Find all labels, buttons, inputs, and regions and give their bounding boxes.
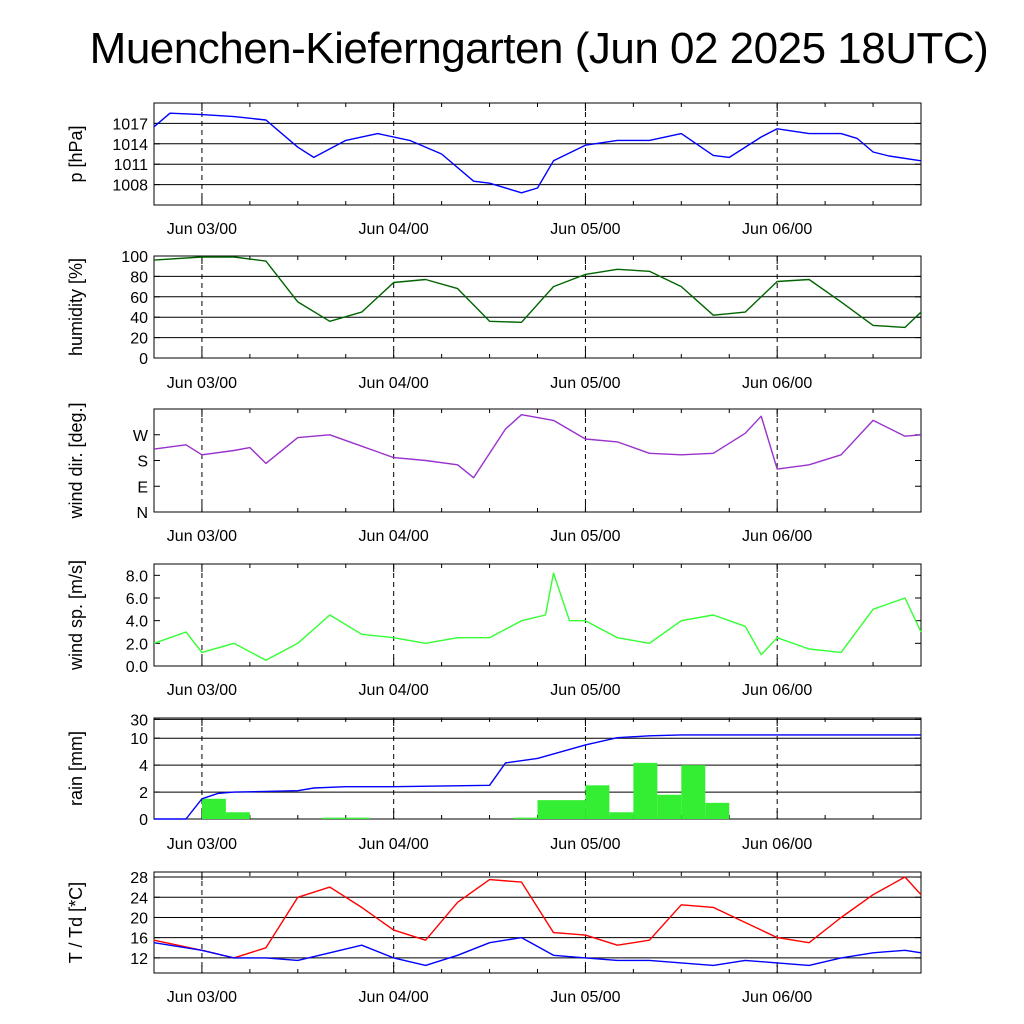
x-date-label: Jun 03/00 [167,221,237,238]
y-tick-label: 80 [130,269,148,286]
x-date-label: Jun 05/00 [550,528,620,545]
y-tick-label: 1017 [112,116,148,133]
y-tick-label: S [137,454,148,471]
y-tick-label: 2.0 [126,636,148,653]
x-date-label: Jun 03/00 [167,989,237,1006]
y-tick-label: 0 [139,812,148,829]
y-axis-label: T / Td [*C] [66,882,86,963]
rain-bar [321,817,346,819]
x-date-label: Jun 05/00 [550,221,620,238]
series-line [153,112,922,194]
x-date-label: Jun 06/00 [742,682,812,699]
x-date-label: Jun 06/00 [742,528,812,545]
rain-bar [201,798,226,819]
y-axis-label: humidity [%] [66,258,86,356]
y-axis-label: wind sp. [m/s] [66,560,86,671]
y-tick-label: 4.0 [126,614,148,631]
y-tick-label: 20 [130,910,148,927]
y-tick-label: 2 [139,785,148,802]
x-date-label: Jun 06/00 [742,375,812,392]
y-tick-label: 20 [130,331,148,348]
y-tick-label: 28 [130,870,148,887]
x-date-label: Jun 03/00 [167,375,237,392]
y-axis-label: rain [mm] [66,731,86,806]
y-tick-label: E [137,479,148,496]
y-tick-label: 60 [130,290,148,307]
y-tick-label: 12 [130,951,148,968]
panel-frame [153,563,922,667]
x-date-label: Jun 06/00 [742,221,812,238]
rain-bar [609,812,634,819]
rain-bar [681,765,706,819]
x-date-label: Jun 03/00 [167,528,237,545]
y-axis-label: p [hPa] [66,125,86,182]
y-tick-label: 1011 [114,157,149,174]
rain-bar [561,800,586,819]
y-tick-label: 4 [139,758,148,775]
rain-bar [657,794,682,819]
series-line [153,256,922,329]
y-tick-label: 24 [130,890,148,907]
y-tick-label: 30 [130,712,148,729]
rain-bar [633,762,658,819]
x-date-label: Jun 06/00 [742,836,812,853]
rain-bar [705,802,730,819]
x-date-label: Jun 04/00 [359,682,429,699]
x-date-label: Jun 04/00 [359,375,429,392]
x-date-label: Jun 03/00 [167,682,237,699]
rain-bar [513,817,538,819]
x-date-label: Jun 04/00 [359,836,429,853]
x-date-label: Jun 05/00 [550,375,620,392]
y-tick-label: N [136,505,148,522]
y-tick-label: 1008 [112,178,148,195]
x-date-label: Jun 04/00 [359,221,429,238]
x-date-label: Jun 04/00 [359,989,429,1006]
y-tick-label: 100 [121,249,148,266]
x-date-label: Jun 06/00 [742,989,812,1006]
y-tick-label: 0.0 [126,659,148,676]
x-date-label: Jun 05/00 [550,682,620,699]
series-line [153,936,922,967]
rain-bar [225,812,250,819]
x-date-label: Jun 04/00 [359,528,429,545]
x-date-label: Jun 05/00 [550,989,620,1006]
rain-bar [585,785,610,819]
x-date-label: Jun 05/00 [550,836,620,853]
y-tick-label: 40 [130,310,148,327]
y-tick-label: 6.0 [126,591,148,608]
series-line [154,734,921,820]
y-tick-label: 1014 [112,137,148,154]
y-tick-label: 16 [130,931,148,948]
series-line [153,572,922,661]
panel-frame [153,102,922,206]
y-tick-label: 10 [130,731,148,748]
y-tick-label: W [133,428,149,445]
y-axis-label: wind dir. [deg.] [66,402,86,519]
chart-title: Muenchen-Kieferngarten (Jun 02 2025 18UT… [89,24,989,73]
x-date-label: Jun 03/00 [167,836,237,853]
series-line [153,876,922,959]
rain-bar [537,800,562,819]
y-tick-label: 0 [139,351,148,368]
y-tick-label: 8.0 [126,568,148,585]
series-line [153,414,922,479]
panel-frame [153,255,922,359]
rain-bar [345,817,370,819]
